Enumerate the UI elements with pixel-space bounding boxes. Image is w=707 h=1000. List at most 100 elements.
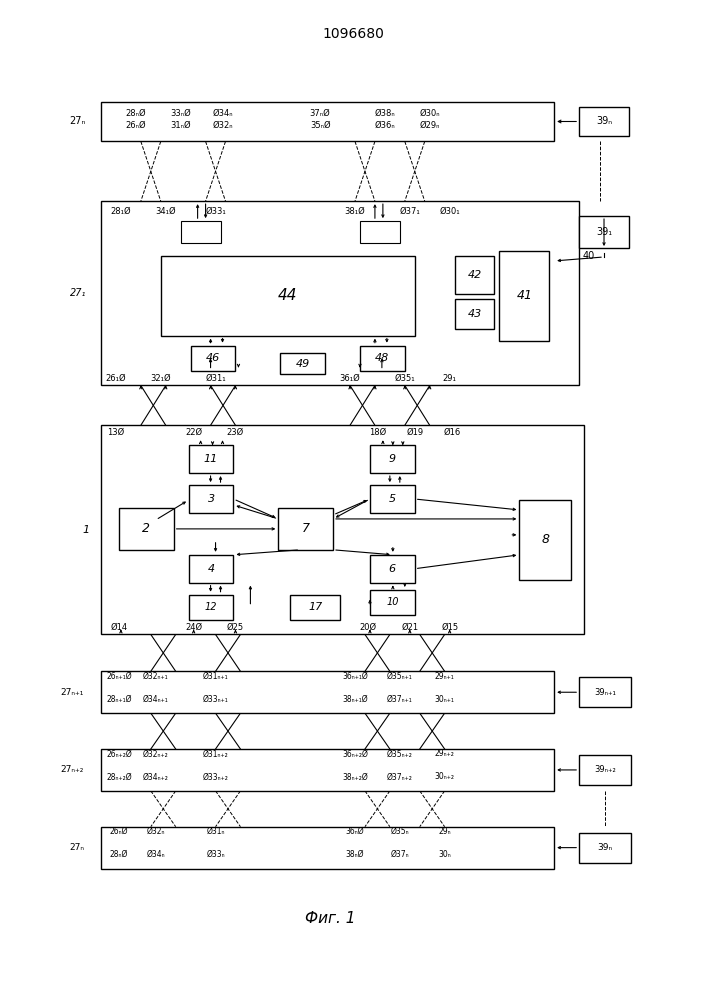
Bar bbox=[101, 827, 554, 869]
Text: 3: 3 bbox=[207, 494, 215, 504]
Text: 24Ø: 24Ø bbox=[185, 623, 202, 632]
Text: 42: 42 bbox=[467, 270, 481, 280]
Text: Ø30₁: Ø30₁ bbox=[439, 207, 460, 216]
Bar bbox=[370, 555, 415, 583]
Bar bbox=[101, 749, 554, 791]
Text: 2: 2 bbox=[142, 522, 151, 535]
Text: 33ₙØ: 33ₙØ bbox=[170, 109, 191, 118]
Text: 34₁Ø: 34₁Ø bbox=[156, 207, 176, 216]
Text: Ø16: Ø16 bbox=[444, 428, 461, 437]
Text: Фиг. 1: Фиг. 1 bbox=[305, 911, 356, 926]
Text: 28ₙ₊₁Ø: 28ₙ₊₁Ø bbox=[106, 695, 132, 704]
Text: 17: 17 bbox=[308, 602, 322, 612]
Text: 36₁Ø: 36₁Ø bbox=[339, 374, 361, 383]
Text: Ø38ₙ: Ø38ₙ bbox=[375, 109, 395, 118]
Text: 20Ø: 20Ø bbox=[359, 623, 377, 632]
Text: 39ₙ₊₂: 39ₙ₊₂ bbox=[594, 765, 616, 774]
Text: Ø33ₙ₊₁: Ø33ₙ₊₁ bbox=[203, 695, 228, 704]
Text: 44: 44 bbox=[278, 288, 298, 303]
Text: Ø32ₙ₊₂: Ø32ₙ₊₂ bbox=[143, 749, 169, 758]
Text: Ø31ₙ₊₁: Ø31ₙ₊₁ bbox=[203, 672, 228, 681]
Text: 6: 6 bbox=[389, 564, 396, 574]
Text: Ø31₁: Ø31₁ bbox=[205, 374, 226, 383]
Text: 28ₙ₊₂Ø: 28ₙ₊₂Ø bbox=[106, 772, 132, 781]
Bar bbox=[370, 485, 415, 513]
Text: 27ₙ₊₁: 27ₙ₊₁ bbox=[61, 688, 84, 697]
Text: 1096680: 1096680 bbox=[322, 27, 384, 41]
Text: 43: 43 bbox=[467, 309, 481, 319]
Text: Ø37ₙ₊₂: Ø37ₙ₊₂ bbox=[387, 772, 413, 781]
Bar bbox=[101, 201, 579, 385]
Text: Ø35ₙ₊₁: Ø35ₙ₊₁ bbox=[387, 672, 413, 681]
Bar bbox=[520, 500, 571, 580]
Text: 39₁: 39₁ bbox=[596, 227, 612, 237]
Text: Ø36ₙ: Ø36ₙ bbox=[375, 121, 395, 130]
Text: 41: 41 bbox=[516, 289, 532, 302]
Text: 4: 4 bbox=[207, 564, 215, 574]
Text: Ø21: Ø21 bbox=[401, 623, 419, 632]
Text: 9: 9 bbox=[389, 454, 396, 464]
Bar bbox=[101, 102, 554, 141]
Bar bbox=[360, 221, 400, 243]
Text: 36ₙØ: 36ₙØ bbox=[346, 827, 364, 836]
Text: Ø33ₙ₊₂: Ø33ₙ₊₂ bbox=[203, 772, 228, 781]
Text: Ø35₁: Ø35₁ bbox=[395, 374, 415, 383]
Text: 30ₙ₊₁: 30ₙ₊₁ bbox=[435, 695, 455, 704]
Bar bbox=[280, 353, 325, 374]
Text: 49: 49 bbox=[296, 359, 310, 369]
Text: Ø34ₙ: Ø34ₙ bbox=[212, 109, 233, 118]
Bar bbox=[189, 485, 233, 513]
Text: Ø37ₙ: Ø37ₙ bbox=[390, 850, 409, 859]
Bar bbox=[160, 256, 415, 336]
Bar bbox=[579, 107, 629, 136]
Text: 38₁Ø: 38₁Ø bbox=[344, 207, 366, 216]
Text: Ø35ₙ: Ø35ₙ bbox=[390, 827, 409, 836]
Text: 12: 12 bbox=[205, 602, 217, 612]
Text: 27ₙ: 27ₙ bbox=[70, 116, 86, 126]
Text: Ø31ₙ: Ø31ₙ bbox=[206, 827, 225, 836]
Text: 36ₙ₊₁Ø: 36ₙ₊₁Ø bbox=[342, 672, 368, 681]
Text: 1: 1 bbox=[83, 525, 90, 535]
Bar bbox=[191, 346, 235, 371]
Text: 27₁: 27₁ bbox=[70, 288, 86, 298]
Text: 38ₙØ: 38ₙØ bbox=[346, 850, 364, 859]
Bar bbox=[181, 221, 221, 243]
Text: Ø33ₙ: Ø33ₙ bbox=[206, 850, 225, 859]
Text: 28ₙØ: 28ₙØ bbox=[110, 850, 128, 859]
Text: 39ₙ: 39ₙ bbox=[596, 116, 612, 126]
Text: 38ₙ₊₁Ø: 38ₙ₊₁Ø bbox=[342, 695, 368, 704]
Text: 7: 7 bbox=[302, 522, 310, 535]
Text: 8: 8 bbox=[542, 533, 549, 546]
Text: 13Ø: 13Ø bbox=[107, 428, 124, 437]
Bar bbox=[579, 677, 631, 707]
Text: 29ₙ₊₂: 29ₙ₊₂ bbox=[435, 749, 455, 758]
Text: 29₁: 29₁ bbox=[443, 374, 457, 383]
Bar bbox=[579, 833, 631, 863]
Text: 18Ø: 18Ø bbox=[369, 428, 387, 437]
Text: Ø25: Ø25 bbox=[227, 623, 244, 632]
Text: 40: 40 bbox=[583, 251, 595, 261]
Text: Ø15: Ø15 bbox=[441, 623, 458, 632]
Text: Ø14: Ø14 bbox=[110, 623, 127, 632]
Text: Ø31ₙ₊₂: Ø31ₙ₊₂ bbox=[203, 749, 228, 758]
Text: 27ₙ: 27ₙ bbox=[69, 843, 84, 852]
Text: Ø34ₙ₊₁: Ø34ₙ₊₁ bbox=[143, 695, 169, 704]
Text: Ø37₁: Ø37₁ bbox=[399, 207, 420, 216]
Bar bbox=[579, 755, 631, 785]
Bar bbox=[189, 555, 233, 583]
Text: 11: 11 bbox=[204, 454, 218, 464]
Text: 35ₙØ: 35ₙØ bbox=[310, 121, 330, 130]
Bar bbox=[291, 595, 340, 620]
Text: 31ₙØ: 31ₙØ bbox=[170, 121, 191, 130]
Text: Ø32ₙ₊₁: Ø32ₙ₊₁ bbox=[143, 672, 168, 681]
Text: 26ₙØ: 26ₙØ bbox=[110, 827, 128, 836]
Bar bbox=[360, 346, 405, 371]
Text: 27ₙ₊₂: 27ₙ₊₂ bbox=[61, 765, 84, 774]
Text: 46: 46 bbox=[206, 353, 220, 363]
Bar bbox=[455, 299, 494, 329]
Text: Ø29ₙ: Ø29ₙ bbox=[419, 121, 440, 130]
Text: 39ₙ: 39ₙ bbox=[597, 843, 612, 852]
Bar bbox=[119, 508, 174, 550]
Text: 38ₙ₊₂Ø: 38ₙ₊₂Ø bbox=[342, 772, 368, 781]
Text: 32₁Ø: 32₁Ø bbox=[151, 374, 171, 383]
